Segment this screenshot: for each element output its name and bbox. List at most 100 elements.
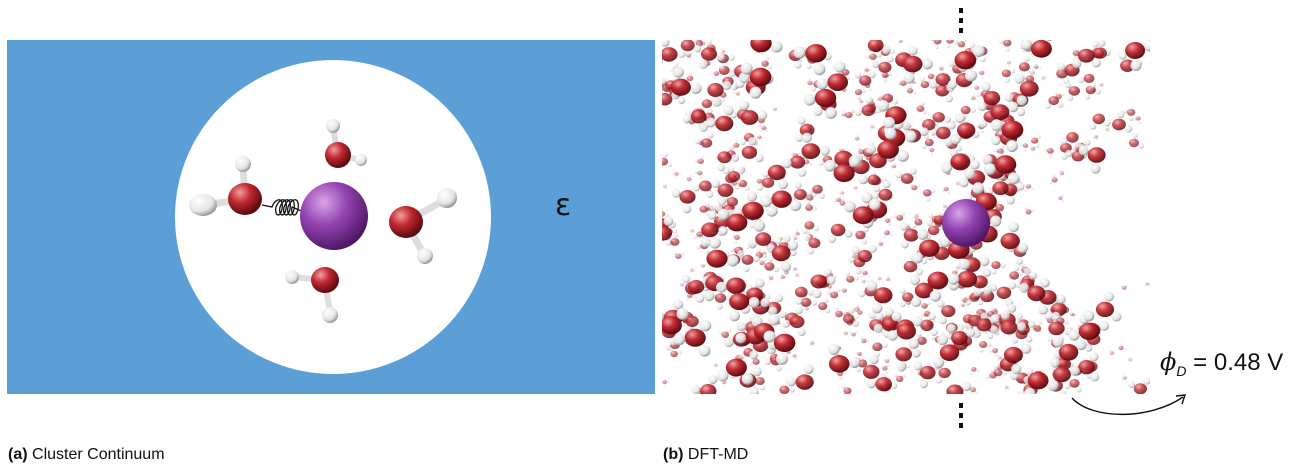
md-hydrogen-atom xyxy=(1011,363,1022,375)
md-hydrogen-atom xyxy=(806,199,811,205)
md-hydrogen-atom xyxy=(682,204,692,214)
md-oxygen-atom xyxy=(1125,42,1146,59)
md-hydrogen-atom xyxy=(922,58,933,70)
md-hydrogen-atom xyxy=(672,66,684,78)
md-hydrogen-atom xyxy=(748,137,757,146)
md-hydrogen-atom xyxy=(908,338,919,350)
md-water-molecule xyxy=(1122,108,1136,121)
md-hydrogen-atom xyxy=(1127,380,1136,389)
md-oxygen-atom xyxy=(795,231,800,236)
md-hydrogen-atom xyxy=(921,144,927,150)
md-hydrogen-atom xyxy=(772,110,775,113)
md-oxygen-atom xyxy=(950,153,971,171)
md-water-molecule xyxy=(860,336,870,344)
md-water-molecule xyxy=(855,226,869,245)
md-hydrogen-atom xyxy=(741,373,754,385)
md-hydrogen-atom xyxy=(1138,120,1142,124)
md-hydrogen-atom xyxy=(677,350,682,355)
md-oxygen-atom xyxy=(812,184,823,194)
md-hydrogen-atom xyxy=(729,144,735,150)
md-water-molecule xyxy=(699,262,707,268)
md-hydrogen-atom xyxy=(866,144,877,155)
md-hydrogen-atom xyxy=(979,86,982,89)
md-hydrogen-atom xyxy=(1084,139,1091,146)
md-oxygen-atom xyxy=(690,229,695,233)
md-hydrogen-atom xyxy=(1008,64,1011,67)
md-hydrogen-atom xyxy=(1020,343,1032,354)
md-hydrogen-atom xyxy=(1008,387,1011,390)
md-water-molecule xyxy=(1050,357,1080,383)
md-hydrogen-atom xyxy=(838,191,841,194)
md-oxygen-atom xyxy=(1092,113,1106,125)
md-hydrogen-atom xyxy=(891,311,902,322)
md-hydrogen-atom xyxy=(854,330,858,334)
md-hydrogen-atom xyxy=(886,364,890,368)
md-hydrogen-atom xyxy=(803,364,814,375)
md-hydrogen-atom xyxy=(871,192,879,200)
md-hydrogen-atom xyxy=(691,384,701,394)
md-hydrogen-atom xyxy=(1031,208,1035,212)
md-oxygen-atom xyxy=(843,313,855,324)
md-oxygen-atom xyxy=(780,275,786,279)
md-hydrogen-atom xyxy=(1008,281,1016,290)
md-hydrogen-atom xyxy=(994,353,999,357)
md-hydrogen-atom xyxy=(1075,339,1087,351)
md-water-molecule xyxy=(885,275,893,282)
md-hydrogen-atom xyxy=(1011,337,1019,344)
md-hydrogen-atom xyxy=(1061,199,1064,202)
md-hydrogen-atom xyxy=(809,162,812,166)
md-water-molecule xyxy=(841,384,852,394)
md-hydrogen-atom xyxy=(866,338,870,342)
md-water-molecule xyxy=(893,373,907,383)
md-oxygen-atom xyxy=(867,40,884,52)
md-hydrogen-atom xyxy=(662,87,663,93)
md-oxygen-atom xyxy=(933,40,942,45)
md-hydrogen-atom xyxy=(1053,91,1058,96)
md-water-molecule xyxy=(824,155,861,183)
md-water-molecule xyxy=(1108,349,1117,355)
md-hydrogen-atom xyxy=(813,343,816,347)
md-hydrogen-atom xyxy=(834,61,846,73)
md-hydrogen-atom xyxy=(760,51,764,55)
md-hydrogen-atom xyxy=(780,394,786,400)
md-hydrogen-atom xyxy=(1032,150,1036,153)
md-hydrogen-atom xyxy=(885,370,889,374)
md-water-molecule xyxy=(808,341,816,347)
md-oxygen-atom xyxy=(1056,68,1068,79)
md-oxygen-atom xyxy=(921,303,928,309)
potential-subscript: D xyxy=(1176,362,1187,379)
md-oxygen-atom xyxy=(1099,83,1104,87)
md-hydrogen-atom xyxy=(804,310,807,313)
md-hydrogen-atom xyxy=(717,369,729,382)
md-oxygen-atom xyxy=(761,60,769,67)
md-water-molecule xyxy=(665,232,680,246)
md-hydrogen-atom xyxy=(749,361,753,366)
md-water-molecule xyxy=(871,55,894,73)
md-hydrogen-atom xyxy=(691,266,694,269)
md-oxygen-atom xyxy=(1027,371,1049,390)
md-water-molecule xyxy=(1048,311,1073,336)
md-water-molecule xyxy=(902,55,933,84)
md-oxygen-atom xyxy=(1001,69,1012,78)
md-water-molecule xyxy=(871,180,893,201)
caption-a-text: Cluster Continuum xyxy=(32,446,165,463)
md-water-molecule xyxy=(876,239,884,248)
md-hydrogen-atom xyxy=(756,247,761,252)
md-oxygen-atom xyxy=(733,142,740,148)
md-oxygen-atom xyxy=(701,222,719,238)
md-hydrogen-atom xyxy=(876,244,880,248)
md-hydrogen-atom xyxy=(733,91,737,94)
md-oxygen-atom xyxy=(675,253,682,259)
potential-symbol: ϕ xyxy=(1160,348,1177,376)
md-water-molecule xyxy=(1078,145,1106,174)
md-hydrogen-atom xyxy=(1108,130,1111,133)
md-hydrogen-atom xyxy=(1076,323,1080,327)
md-hydrogen-atom xyxy=(672,228,678,234)
md-water-molecule xyxy=(941,186,951,194)
md-oxygen-atom xyxy=(852,206,874,225)
md-oxygen-atom xyxy=(938,367,951,379)
md-water-molecule xyxy=(801,132,830,160)
md-hydrogen-atom xyxy=(897,41,900,45)
md-oxygen-atom xyxy=(697,158,704,164)
md-oxygen-atom xyxy=(877,276,882,281)
